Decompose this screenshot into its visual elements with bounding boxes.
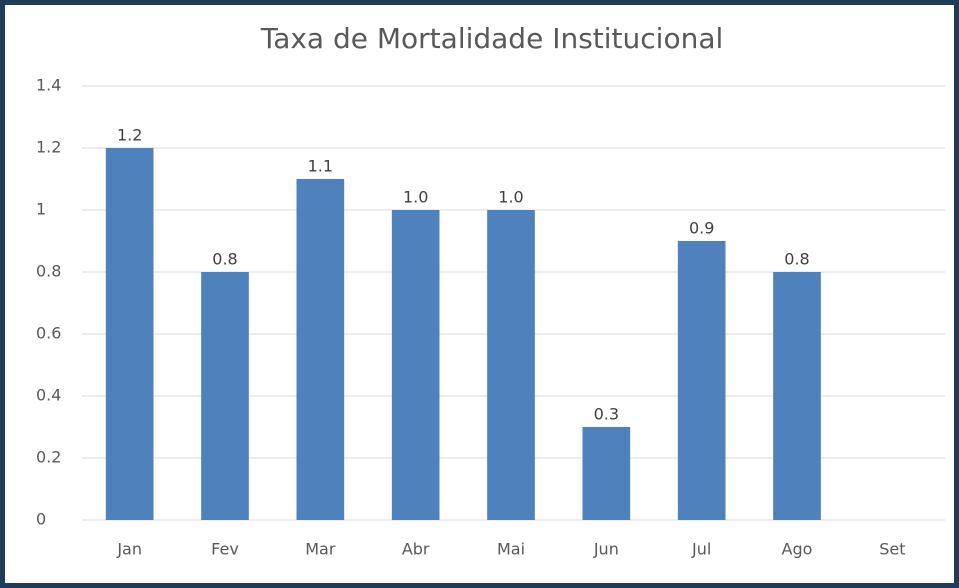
- data-label: 1.0: [498, 188, 523, 207]
- data-label: 0.8: [784, 250, 809, 269]
- bar: [201, 272, 249, 520]
- bar: [582, 427, 631, 520]
- x-tick-label: Mar: [305, 540, 336, 559]
- y-tick-label: 0.6: [36, 324, 61, 343]
- y-tick-label: 0.8: [36, 262, 61, 281]
- x-tick-label: Jun: [593, 540, 619, 559]
- bar: [487, 210, 535, 520]
- data-label: 1.0: [403, 188, 428, 207]
- bar: [105, 148, 154, 520]
- data-label: 0.8: [212, 250, 237, 269]
- x-tick-label: Abr: [402, 540, 430, 559]
- chart-title: Taxa de Mortalidade Institucional: [260, 22, 724, 55]
- x-tick-label: Set: [879, 540, 905, 559]
- x-tick-label: Ago: [782, 540, 813, 559]
- x-tick-label: Jul: [691, 540, 711, 559]
- bar: [296, 179, 345, 520]
- data-label: 1.2: [117, 126, 142, 145]
- y-tick-label: 0.2: [36, 448, 61, 467]
- y-tick-label: 0: [36, 510, 46, 529]
- data-label: 0.3: [594, 405, 619, 424]
- data-label: 1.1: [308, 157, 333, 176]
- data-label: 0.9: [689, 219, 714, 238]
- y-tick-label: 0.4: [36, 386, 61, 405]
- y-tick-label: 1.2: [36, 138, 61, 157]
- bar: [677, 241, 726, 520]
- bar: [773, 272, 821, 520]
- y-tick-label: 1: [36, 200, 46, 219]
- x-tick-label: Mai: [497, 540, 525, 559]
- x-tick-label: Fev: [211, 540, 239, 559]
- x-tick-label: Jan: [116, 540, 142, 559]
- y-tick-label: 1.4: [36, 76, 61, 95]
- bar: [391, 210, 440, 520]
